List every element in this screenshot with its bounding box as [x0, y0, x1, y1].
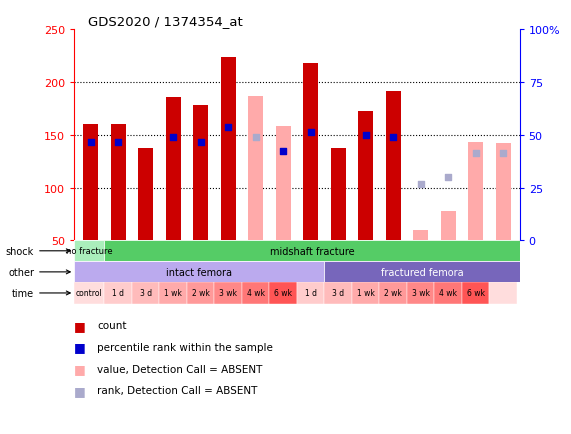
Text: 3 wk: 3 wk: [219, 289, 237, 298]
Text: 2 wk: 2 wk: [192, 289, 210, 298]
Bar: [215, 283, 242, 304]
Point: [389, 134, 398, 141]
Bar: [468, 143, 483, 241]
Bar: [407, 283, 435, 304]
Text: intact femora: intact femora: [166, 267, 232, 277]
Bar: [132, 283, 159, 304]
Point: [86, 139, 95, 146]
Text: 3 d: 3 d: [140, 289, 152, 298]
Bar: [435, 283, 462, 304]
Text: shock: shock: [6, 246, 70, 256]
Text: rank, Detection Call = ABSENT: rank, Detection Call = ABSENT: [97, 386, 258, 395]
Bar: [74, 262, 324, 283]
Bar: [331, 148, 345, 241]
Point: [361, 132, 370, 139]
Bar: [324, 262, 520, 283]
Point: [114, 139, 123, 146]
Point: [168, 134, 178, 141]
Text: 2 wk: 2 wk: [384, 289, 402, 298]
Text: ■: ■: [74, 341, 86, 354]
Point: [279, 148, 288, 155]
Text: percentile rank within the sample: percentile rank within the sample: [97, 342, 273, 352]
Bar: [138, 148, 153, 241]
Text: 1 wk: 1 wk: [357, 289, 375, 298]
Bar: [159, 283, 187, 304]
Text: value, Detection Call = ABSENT: value, Detection Call = ABSENT: [97, 364, 263, 374]
Text: 6 wk: 6 wk: [467, 289, 485, 298]
Text: 1 d: 1 d: [305, 289, 317, 298]
Bar: [270, 283, 297, 304]
Bar: [462, 283, 489, 304]
Text: 6 wk: 6 wk: [274, 289, 292, 298]
Text: ■: ■: [74, 384, 86, 397]
Text: ■: ■: [74, 362, 86, 375]
Text: 4 wk: 4 wk: [247, 289, 265, 298]
Bar: [489, 283, 517, 304]
Text: time: time: [12, 288, 70, 298]
Bar: [220, 58, 236, 241]
Bar: [496, 144, 510, 241]
Point: [498, 150, 508, 157]
Bar: [111, 125, 126, 241]
Bar: [166, 98, 181, 241]
Point: [444, 174, 453, 181]
Bar: [303, 64, 318, 241]
Bar: [104, 283, 132, 304]
Text: GDS2020 / 1374354_at: GDS2020 / 1374354_at: [87, 15, 242, 28]
Text: fractured femora: fractured femora: [381, 267, 463, 277]
Bar: [297, 283, 324, 304]
Text: midshaft fracture: midshaft fracture: [270, 246, 355, 256]
Bar: [74, 241, 104, 262]
Point: [251, 134, 260, 141]
Bar: [413, 230, 428, 241]
Text: control: control: [76, 289, 103, 298]
Bar: [358, 112, 373, 241]
Text: 3 wk: 3 wk: [412, 289, 429, 298]
Bar: [74, 283, 104, 304]
Bar: [379, 283, 407, 304]
Text: 4 wk: 4 wk: [439, 289, 457, 298]
Point: [306, 129, 315, 136]
Bar: [441, 211, 456, 241]
Text: count: count: [97, 321, 127, 330]
Text: 3 d: 3 d: [332, 289, 344, 298]
Bar: [276, 127, 291, 241]
Bar: [248, 97, 263, 241]
Bar: [242, 283, 270, 304]
Bar: [193, 106, 208, 241]
Bar: [385, 92, 401, 241]
Bar: [83, 125, 98, 241]
Text: ■: ■: [74, 319, 86, 332]
Text: 1 wk: 1 wk: [164, 289, 182, 298]
Point: [416, 181, 425, 188]
Text: 1 d: 1 d: [112, 289, 124, 298]
Text: other: other: [8, 267, 70, 277]
Bar: [352, 283, 379, 304]
Text: no fracture: no fracture: [66, 247, 112, 256]
Point: [471, 150, 480, 157]
Point: [224, 125, 233, 132]
Point: [196, 139, 205, 146]
Bar: [187, 283, 215, 304]
Bar: [324, 283, 352, 304]
